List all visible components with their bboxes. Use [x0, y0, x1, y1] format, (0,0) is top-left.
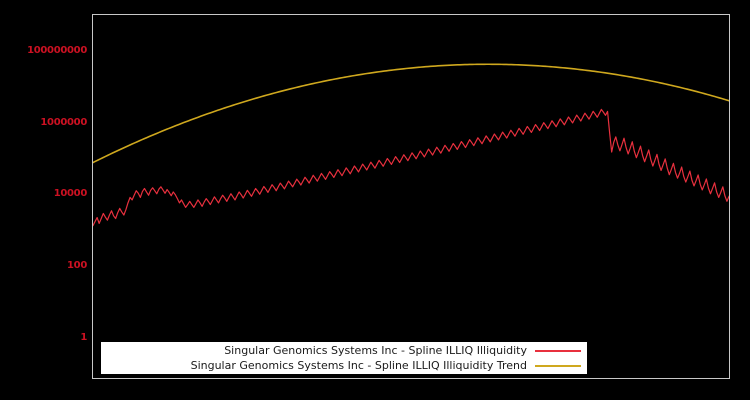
legend-swatch-illiquidity	[535, 349, 581, 352]
plot-area	[92, 14, 730, 379]
plot-canvas	[93, 63, 729, 227]
y-tick-label: 1	[80, 332, 87, 343]
illiquidity-line-series	[93, 108, 729, 227]
legend-swatch-trend	[535, 364, 581, 367]
chart-legend: Singular Genomics Systems Inc - Spline I…	[100, 341, 588, 375]
legend-entry-illiquidity: Singular Genomics Systems Inc - Spline I…	[101, 343, 587, 358]
legend-label-illiquidity: Singular Genomics Systems Inc - Spline I…	[224, 344, 527, 357]
y-tick-label: 100000000	[27, 45, 87, 56]
legend-entry-trend: Singular Genomics Systems Inc - Spline I…	[101, 358, 587, 373]
y-axis-tick-labels: 100000000 1000000 10000 100 1	[0, 0, 87, 400]
y-tick-label: 100	[67, 260, 87, 271]
legend-label-trend: Singular Genomics Systems Inc - Spline I…	[190, 359, 527, 372]
y-tick-label: 1000000	[40, 117, 87, 128]
y-tick-label: 10000	[53, 188, 88, 199]
trend-line-series	[93, 63, 729, 164]
